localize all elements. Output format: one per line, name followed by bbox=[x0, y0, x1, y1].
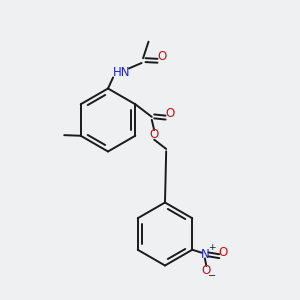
Text: HN: HN bbox=[113, 65, 130, 79]
Text: O: O bbox=[219, 246, 228, 259]
Text: O: O bbox=[157, 50, 166, 64]
Text: −: − bbox=[208, 271, 216, 281]
Text: O: O bbox=[165, 107, 174, 120]
Text: O: O bbox=[202, 264, 211, 277]
Text: N: N bbox=[200, 248, 209, 261]
Text: +: + bbox=[208, 243, 215, 252]
Text: O: O bbox=[150, 128, 159, 141]
